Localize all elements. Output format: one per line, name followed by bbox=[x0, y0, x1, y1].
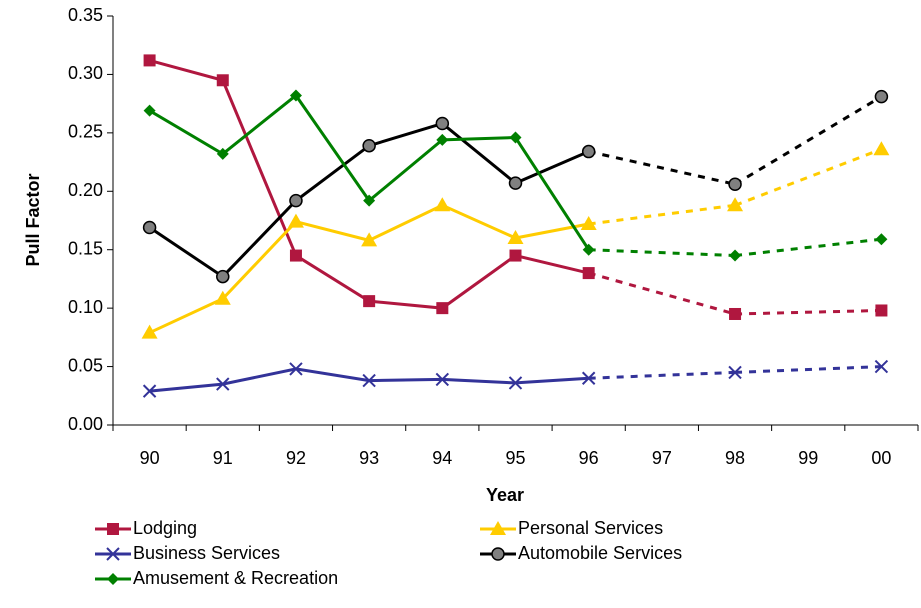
marker bbox=[729, 307, 742, 320]
y-tick-label: 0.30 bbox=[68, 63, 103, 83]
marker bbox=[142, 220, 157, 235]
marker bbox=[490, 521, 506, 535]
marker bbox=[581, 371, 596, 385]
marker bbox=[728, 365, 742, 380]
x-tick-label: 97 bbox=[652, 448, 672, 468]
series bbox=[143, 89, 888, 262]
legend-label: Amusement & Recreation bbox=[133, 568, 338, 588]
marker bbox=[435, 372, 450, 387]
marker bbox=[289, 362, 303, 376]
marker bbox=[509, 249, 522, 262]
y-axis-title: Pull Factor bbox=[23, 173, 43, 266]
marker bbox=[216, 377, 230, 391]
marker bbox=[509, 131, 522, 144]
x-tick-label: 99 bbox=[798, 448, 818, 468]
x-tick-label: 95 bbox=[505, 448, 525, 468]
legend-label: Business Services bbox=[133, 543, 280, 563]
marker bbox=[435, 116, 450, 131]
gap-line bbox=[588, 271, 736, 316]
marker bbox=[508, 376, 523, 390]
y-tick-label: 0.25 bbox=[68, 122, 103, 142]
marker bbox=[142, 384, 157, 398]
marker bbox=[729, 249, 742, 262]
marker bbox=[361, 232, 378, 247]
marker bbox=[289, 193, 303, 208]
marker bbox=[362, 138, 376, 153]
marker bbox=[216, 147, 229, 160]
x-tick-label: 93 bbox=[359, 448, 379, 468]
marker bbox=[106, 547, 120, 561]
x-tick-label: 98 bbox=[725, 448, 745, 468]
marker bbox=[107, 573, 119, 585]
gap-line bbox=[734, 95, 883, 186]
series bbox=[142, 89, 889, 284]
marker bbox=[214, 290, 231, 305]
marker bbox=[436, 302, 449, 315]
x-tick-label: 92 bbox=[286, 448, 306, 468]
marker bbox=[143, 104, 156, 117]
gap-line bbox=[734, 365, 882, 374]
gap-line bbox=[588, 248, 736, 258]
gap-line bbox=[735, 308, 882, 316]
marker bbox=[216, 269, 230, 284]
marker bbox=[491, 547, 505, 561]
series bbox=[142, 359, 889, 398]
marker bbox=[362, 373, 376, 388]
y-tick-label: 0.05 bbox=[68, 355, 103, 375]
marker bbox=[143, 54, 156, 67]
x-tick-label: 96 bbox=[579, 448, 599, 468]
gap-line bbox=[588, 150, 736, 186]
marker bbox=[875, 233, 888, 246]
legend-label: Lodging bbox=[133, 518, 197, 538]
y-tick-label: 0.35 bbox=[68, 5, 103, 25]
marker bbox=[363, 194, 376, 207]
x-axis-title: Year bbox=[486, 485, 524, 505]
y-tick-label: 0.10 bbox=[68, 297, 103, 317]
marker bbox=[727, 197, 744, 212]
x-tick-label: 94 bbox=[432, 448, 452, 468]
marker bbox=[216, 74, 229, 87]
marker bbox=[289, 89, 302, 102]
marker bbox=[874, 89, 889, 104]
gap-line bbox=[734, 237, 882, 258]
line bbox=[148, 203, 589, 335]
marker bbox=[507, 230, 524, 245]
legend-label: Automobile Services bbox=[518, 543, 682, 563]
marker bbox=[508, 176, 523, 190]
gap-line bbox=[588, 370, 736, 380]
marker bbox=[874, 359, 889, 374]
marker bbox=[107, 523, 119, 535]
gap-line bbox=[734, 147, 882, 207]
marker bbox=[434, 197, 451, 212]
marker bbox=[141, 324, 158, 339]
x-tick-label: 90 bbox=[140, 448, 160, 468]
marker bbox=[363, 295, 376, 308]
marker bbox=[287, 213, 304, 228]
marker bbox=[581, 144, 596, 159]
x-tick-label: 00 bbox=[871, 448, 891, 468]
y-tick-label: 0.00 bbox=[68, 414, 103, 434]
marker bbox=[873, 141, 890, 156]
marker bbox=[436, 133, 449, 146]
marker bbox=[582, 243, 595, 256]
x-tick-label: 91 bbox=[213, 448, 233, 468]
y-tick-label: 0.20 bbox=[68, 180, 103, 200]
marker bbox=[728, 177, 742, 192]
y-tick-label: 0.15 bbox=[68, 238, 103, 258]
marker bbox=[289, 249, 302, 262]
line bbox=[148, 93, 590, 251]
gap-line bbox=[588, 203, 736, 226]
series bbox=[141, 141, 890, 339]
series bbox=[143, 54, 888, 320]
legend-label: Personal Services bbox=[518, 518, 663, 538]
marker bbox=[580, 216, 597, 231]
marker bbox=[875, 304, 888, 317]
marker bbox=[582, 267, 595, 280]
